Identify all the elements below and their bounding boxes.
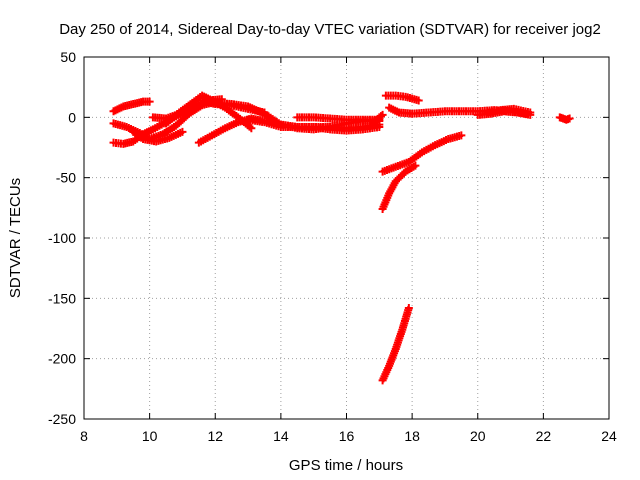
satellite-track xyxy=(555,113,574,124)
y-tick-label: -250 xyxy=(48,411,76,427)
y-tick-label: 0 xyxy=(68,109,76,125)
y-axis: -250 -200 -150 -100 -50 0 50 xyxy=(48,49,609,427)
data-point xyxy=(376,112,385,121)
chart-title: Day 250 of 2014, Sidereal Day-to-day VTE… xyxy=(59,21,601,38)
y-axis-label: SDTVAR / TECUs xyxy=(7,178,24,298)
y-tick-label: -150 xyxy=(48,290,76,306)
x-tick-label: 24 xyxy=(601,428,617,444)
x-axis: 8 10 12 14 16 18 20 22 24 xyxy=(80,57,617,444)
x-tick-label: 14 xyxy=(273,428,289,444)
x-tick-label: 18 xyxy=(404,428,420,444)
data-point xyxy=(178,127,187,136)
data-point xyxy=(526,108,535,117)
satellite-track xyxy=(368,110,387,128)
x-tick-label: 16 xyxy=(339,428,355,444)
data-point xyxy=(414,96,423,105)
data-series xyxy=(109,91,574,385)
x-tick-label: 10 xyxy=(142,428,158,444)
data-point xyxy=(565,114,574,123)
data-point xyxy=(404,303,413,312)
satellite-track xyxy=(381,91,423,105)
data-point xyxy=(247,124,256,133)
data-point xyxy=(145,97,154,106)
satellite-track xyxy=(109,97,154,116)
y-tick-label: -100 xyxy=(48,230,76,246)
y-tick-label: 50 xyxy=(60,49,76,65)
satellite-track xyxy=(483,104,535,117)
x-tick-label: 22 xyxy=(536,428,552,444)
y-tick-label: -200 xyxy=(48,351,76,367)
x-tick-label: 12 xyxy=(207,428,223,444)
satellite-track xyxy=(378,161,420,214)
satellite-track xyxy=(129,127,187,146)
x-tick-label: 8 xyxy=(80,428,88,444)
x-axis-label: GPS time / hours xyxy=(289,457,403,474)
x-tick-label: 20 xyxy=(470,428,486,444)
satellite-track xyxy=(293,113,384,124)
data-point xyxy=(411,161,420,170)
data-point xyxy=(457,131,466,140)
y-tick-label: -50 xyxy=(56,170,76,186)
satellite-track xyxy=(378,131,466,176)
satellite-track xyxy=(378,303,413,385)
data-point xyxy=(378,110,387,119)
